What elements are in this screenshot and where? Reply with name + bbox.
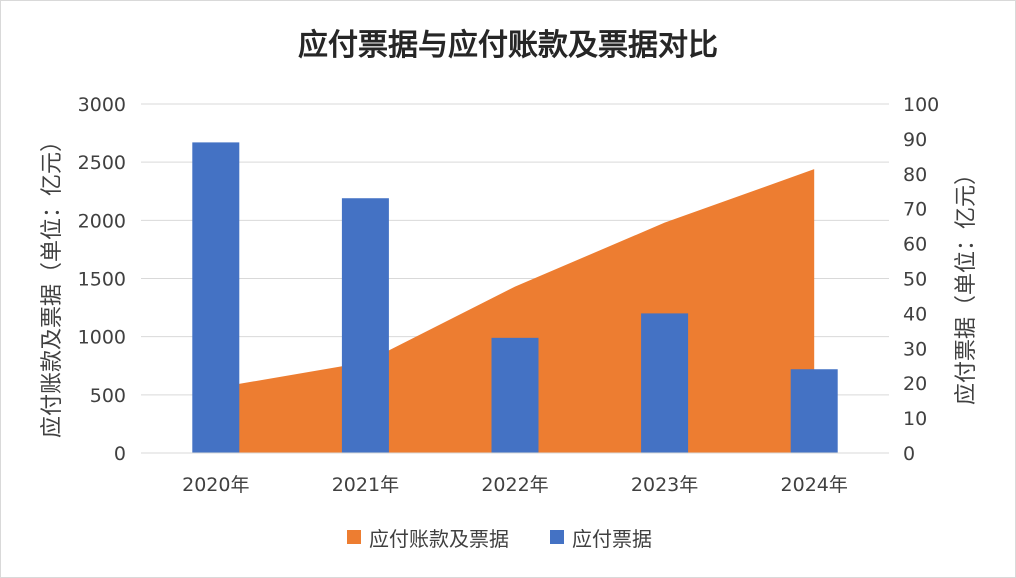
- right-tick-label: 20: [903, 373, 927, 395]
- x-tick-label: 2024年: [781, 474, 848, 496]
- bar: [491, 337, 539, 453]
- left-tick-label: 2500: [78, 152, 126, 174]
- right-tick-label: 50: [903, 269, 927, 291]
- left-axis-ticks: 0 500 1000 1500 2000 2500 3000: [78, 94, 126, 465]
- right-tick-label: 10: [903, 408, 927, 430]
- legend-label-bar: 应付票据: [572, 527, 652, 551]
- bar: [790, 369, 838, 453]
- x-tick-label: 2021年: [332, 474, 399, 496]
- chart-title: 应付票据与应付账款及票据对比: [298, 28, 718, 63]
- legend: 应付账款及票据 应付票据: [347, 527, 652, 551]
- x-tick-label: 2022年: [481, 474, 548, 496]
- x-axis-ticks: 2020年 2021年 2022年 2023年 2024年: [182, 474, 848, 496]
- left-tick-label: 0: [114, 443, 126, 465]
- right-tick-label: 100: [903, 94, 939, 116]
- right-tick-label: 90: [903, 129, 927, 151]
- left-tick-label: 2000: [78, 210, 126, 232]
- legend-label-area: 应付账款及票据: [369, 527, 509, 551]
- left-tick-label: 1000: [78, 327, 126, 349]
- bar: [192, 142, 240, 453]
- right-axis-ticks: 0 10 20 30 40 50 60 70 80 90 100: [903, 94, 939, 465]
- legend-swatch-bar: [550, 530, 564, 544]
- right-axis-title: 应付票据（单位：亿元）: [954, 163, 979, 405]
- right-tick-label: 70: [903, 199, 927, 221]
- left-tick-label: 3000: [78, 94, 126, 116]
- left-tick-label: 1500: [78, 269, 126, 291]
- bar: [641, 313, 689, 453]
- left-tick-label: 500: [90, 385, 126, 407]
- right-tick-label: 40: [903, 303, 927, 325]
- bar-series: [192, 142, 838, 453]
- x-tick-label: 2020年: [182, 474, 249, 496]
- legend-swatch-area: [347, 530, 361, 544]
- right-tick-label: 0: [903, 443, 915, 465]
- right-tick-label: 80: [903, 164, 927, 186]
- left-axis-title: 应付账款及票据（单位：亿元）: [40, 130, 65, 438]
- right-tick-label: 60: [903, 234, 927, 256]
- x-tick-label: 2023年: [631, 474, 698, 496]
- right-tick-label: 30: [903, 338, 927, 360]
- bar: [341, 198, 389, 453]
